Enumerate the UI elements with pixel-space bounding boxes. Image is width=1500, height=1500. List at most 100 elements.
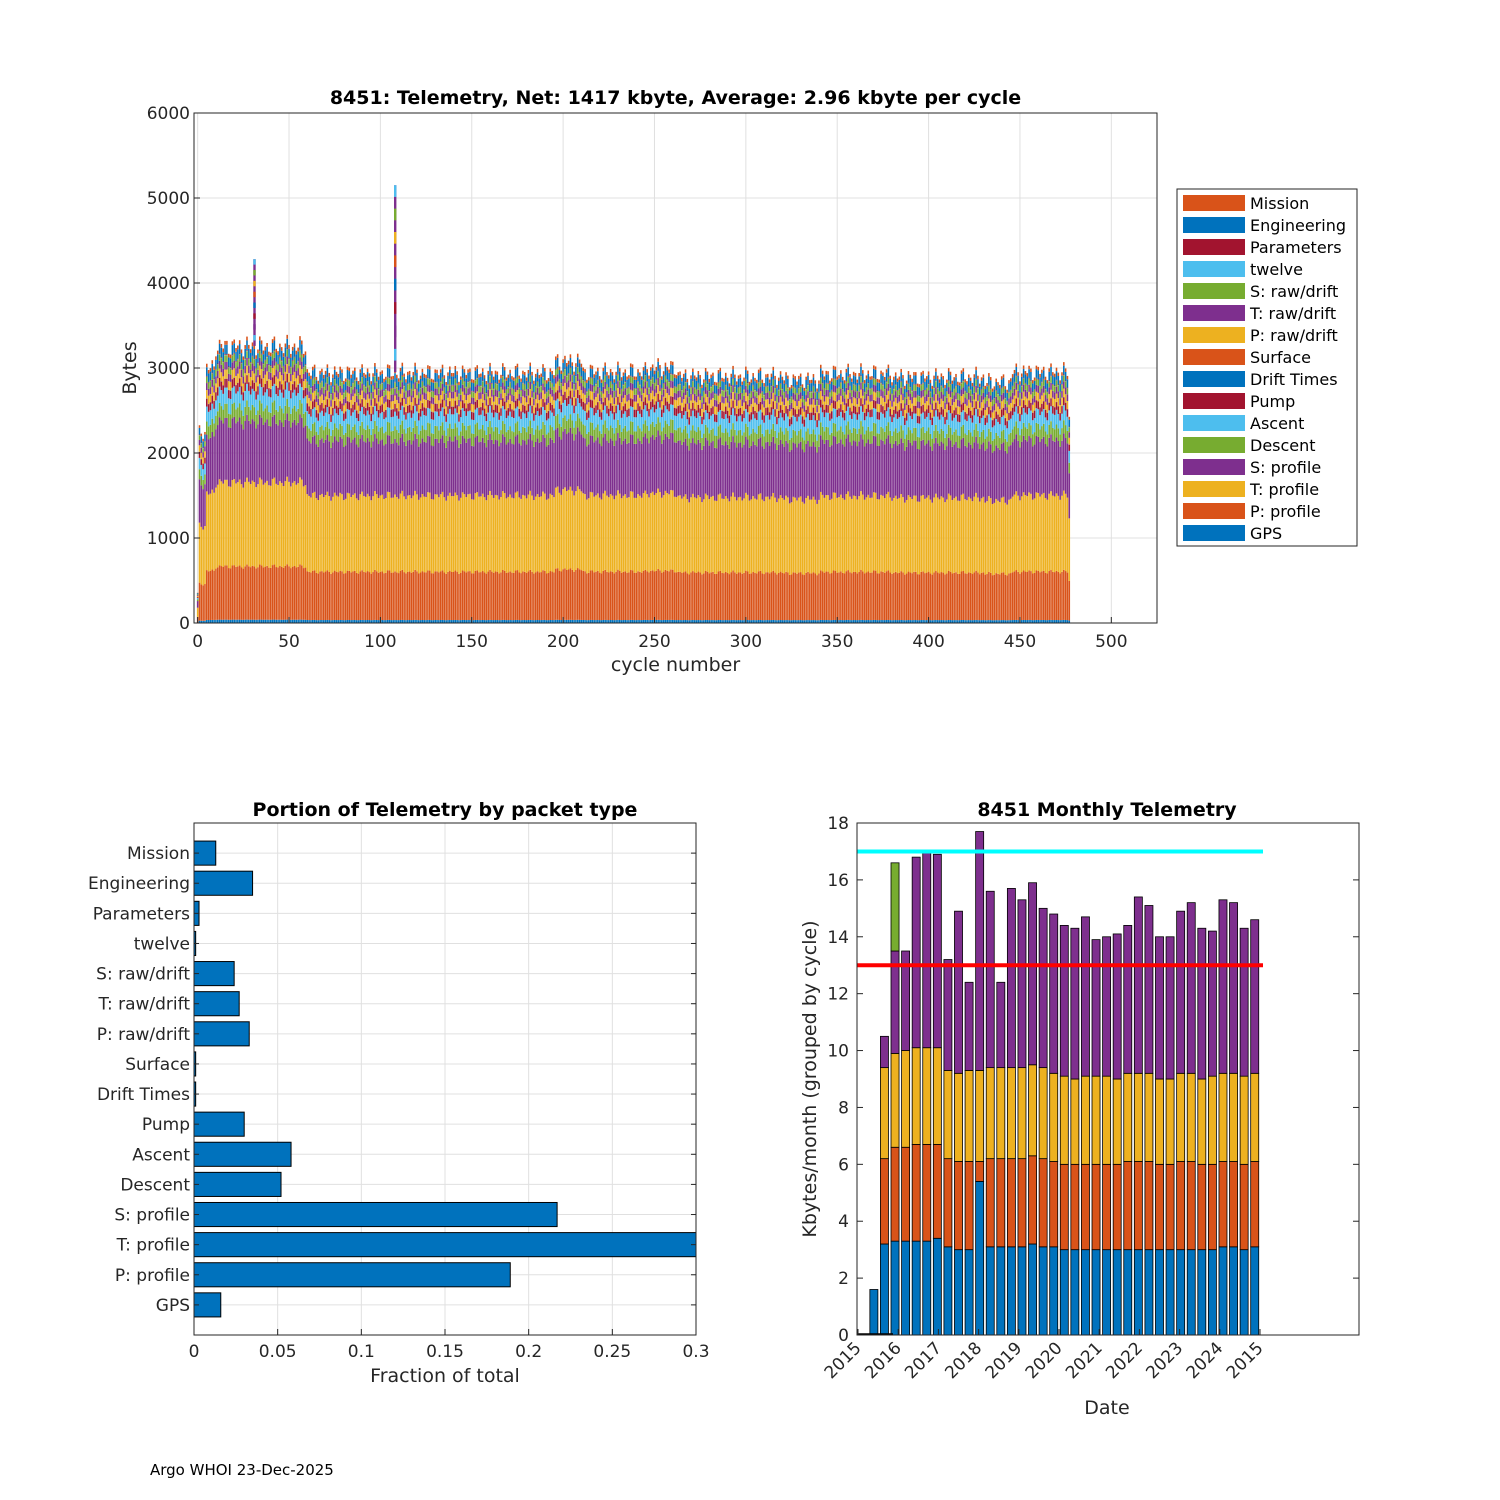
bar-segment: [311, 370, 314, 379]
bar-segment: [756, 620, 758, 623]
bar-segment: [701, 574, 703, 621]
bar-segment: [202, 620, 204, 623]
bar-segment: [611, 571, 614, 621]
bar-segment: [697, 404, 700, 413]
bar-segment: [692, 438, 694, 494]
bar-segment: [575, 366, 577, 376]
bar-segment: [653, 412, 656, 427]
bar-segment: [567, 432, 570, 490]
bar-segment: [562, 386, 564, 395]
bar-segment: [449, 436, 451, 493]
bar-segment: [692, 493, 694, 572]
bar-segment: [578, 386, 581, 395]
bar-segment: [560, 494, 563, 572]
bar-segment: [326, 570, 329, 620]
bar-segment: [565, 382, 568, 390]
bar-segment: [732, 392, 734, 401]
bar-segment: [399, 437, 402, 494]
bar-segment: [646, 494, 648, 572]
bar-segment: [657, 619, 659, 623]
bar-segment: [476, 377, 479, 379]
bar-segment: [460, 572, 462, 621]
bar-segment: [282, 426, 285, 487]
bar-segment: [575, 363, 577, 367]
bar-segment: [520, 378, 522, 382]
bar-segment: [489, 405, 491, 421]
bar-segment: [527, 382, 530, 389]
bar-segment: [220, 372, 223, 382]
bar-segment: [460, 431, 462, 444]
bar-segment: [302, 373, 305, 382]
bar-segment: [529, 374, 532, 376]
bar-segment: [439, 395, 442, 404]
bar-segment: [617, 388, 619, 397]
bar-segment: [609, 571, 612, 621]
bar-segment: [509, 373, 511, 382]
bar-segment: [297, 619, 299, 623]
bar-segment: [211, 619, 214, 623]
bar-segment: [291, 422, 294, 483]
bar-segment: [533, 434, 535, 447]
bar-segment: [754, 418, 756, 433]
bar-segment: [355, 418, 358, 433]
bar-segment: [255, 414, 257, 429]
bar-segment: [224, 565, 226, 620]
bar-segment: [622, 372, 625, 376]
bar-segment: [547, 573, 550, 621]
bar-segment: [715, 620, 718, 623]
bar-segment: [549, 402, 552, 411]
bar-segment: [582, 401, 584, 410]
bar-segment: [366, 380, 369, 382]
bar-segment: [545, 446, 548, 500]
bar-segment: [419, 497, 422, 573]
bar-segment: [600, 382, 603, 392]
bar-segment: [233, 368, 235, 378]
bar-segment: [207, 620, 210, 623]
bar-segment: [359, 395, 362, 404]
bar-segment: [354, 437, 356, 494]
bar-segment: [339, 385, 341, 393]
bar-segment: [202, 438, 204, 442]
bar-segment: [343, 420, 345, 435]
bar-segment: [666, 393, 669, 402]
bar-segment: [531, 620, 533, 623]
bar-segment: [522, 374, 524, 383]
bar-segment: [209, 368, 212, 372]
bar-segment: [381, 620, 383, 623]
bar-segment: [527, 369, 530, 374]
bar-segment: [282, 365, 285, 367]
bar-segment: [297, 351, 299, 361]
bar-segment: [284, 419, 287, 482]
bar-segment: [447, 397, 449, 406]
bar-segment: [704, 410, 707, 425]
bar-segment: [492, 417, 495, 432]
bar-segment: [637, 411, 639, 426]
bar-segment: [306, 425, 309, 439]
bar-segment: [396, 430, 398, 443]
bar-segment: [458, 399, 460, 407]
bar-segment: [308, 495, 310, 572]
bar-segment: [202, 489, 204, 530]
bar-segment: [732, 492, 734, 571]
bar-segment: [741, 573, 743, 621]
bar-segment: [573, 413, 575, 428]
bar-segment: [651, 377, 654, 384]
bar-segment: [701, 408, 703, 417]
bar-segment: [196, 595, 199, 597]
bar-segment: [238, 361, 241, 369]
bar-segment: [763, 383, 765, 387]
bar-segment: [469, 493, 471, 572]
bar-segment: [333, 392, 336, 401]
bar-segment: [745, 570, 747, 620]
bar-segment: [255, 355, 257, 359]
bar-segment: [284, 619, 287, 623]
bar-segment: [555, 370, 557, 377]
bar-segment: [714, 393, 716, 394]
bar-segment: [593, 429, 595, 443]
bar-segment: [527, 388, 530, 396]
bar-segment: [472, 397, 475, 405]
bar-segment: [410, 388, 413, 390]
bar-segment: [688, 417, 690, 425]
bar-segment: [302, 353, 305, 358]
bar-segment: [414, 490, 416, 570]
